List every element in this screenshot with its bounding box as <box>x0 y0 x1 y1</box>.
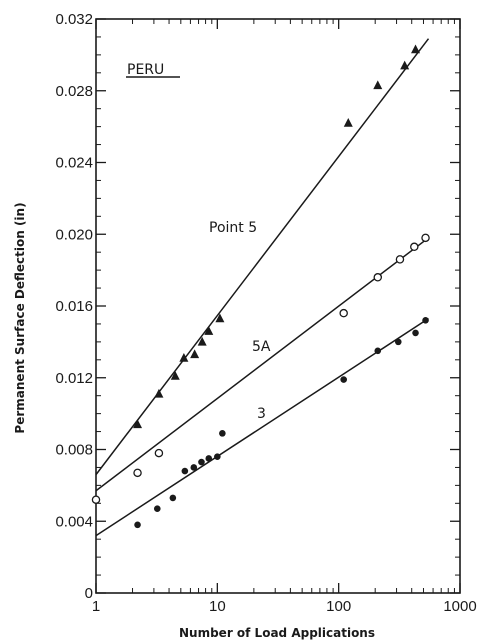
x-tick-label: 100 <box>326 598 351 615</box>
point-3 <box>374 347 382 355</box>
fit-line-point-5 <box>95 38 430 476</box>
fit-line-5a <box>95 237 429 492</box>
point-5a <box>91 495 101 504</box>
y-tick-label: 0.020 <box>55 226 93 243</box>
x-tick-label: 10 <box>209 598 226 615</box>
point-3 <box>134 521 141 529</box>
y-tick-label: 0.028 <box>55 83 93 100</box>
point-point-5 <box>179 353 189 362</box>
point-point-5 <box>373 80 383 90</box>
point-point-5 <box>197 336 207 346</box>
plot-frame <box>95 18 461 594</box>
point-3 <box>412 329 419 337</box>
point-3 <box>198 458 205 466</box>
point-point-5 <box>411 44 421 54</box>
point-point-5 <box>215 313 225 323</box>
point-5a <box>154 448 164 458</box>
point-5a <box>410 242 419 252</box>
point-3 <box>422 317 429 324</box>
y-axis-title: Permanent Surface Deflection (in) <box>13 202 27 433</box>
tick-labels: 0 0.004 0.008 0.012 0.016 0.020 0.024 0.028 0.03… <box>55 11 476 615</box>
y-tick-label: 0.024 <box>55 155 93 172</box>
y-tick-label: 0.008 <box>55 442 93 459</box>
point-3 <box>205 455 213 462</box>
point-point-5 <box>154 388 164 398</box>
point-3 <box>219 430 226 437</box>
plot-axes <box>95 18 461 594</box>
point-point-5 <box>190 349 200 359</box>
point-5a <box>395 255 405 264</box>
x-axis-title: Number of Load Applications <box>179 626 375 640</box>
point-5a <box>373 273 383 282</box>
point-3 <box>153 505 161 512</box>
axis-ticks <box>95 18 461 594</box>
fit-line-3 <box>95 317 429 537</box>
data-points <box>91 44 430 529</box>
fit-lines <box>95 38 430 537</box>
y-tick-label: 0.032 <box>55 11 93 28</box>
point-point-5 <box>400 60 410 70</box>
x-tick-label: 1000 <box>443 598 476 615</box>
point-5a <box>421 233 430 243</box>
series-label-point-5: Point 5 <box>209 220 257 236</box>
point-5a <box>339 308 348 318</box>
point-3 <box>169 494 177 502</box>
point-3 <box>394 338 402 346</box>
point-point-5 <box>204 326 214 335</box>
point-point-5 <box>133 419 143 429</box>
point-3 <box>181 467 189 475</box>
point-point-5 <box>343 118 353 127</box>
point-3 <box>190 464 198 471</box>
series-label-5a: 5A <box>252 339 271 355</box>
y-tick-label: 0 <box>85 585 93 602</box>
point-5a <box>133 468 142 478</box>
y-tick-label: 0.012 <box>55 370 93 387</box>
x-tick-label: 1 <box>92 598 100 615</box>
annotations: PERU Point 5 5A 3 <box>126 62 271 422</box>
point-point-5 <box>170 370 180 380</box>
point-3 <box>214 453 221 460</box>
chart-title: PERU <box>127 62 164 78</box>
point-3 <box>340 376 347 383</box>
series-label-3: 3 <box>257 406 266 422</box>
y-tick-label: 0.016 <box>55 298 93 315</box>
y-tick-label: 0.004 <box>55 513 93 530</box>
